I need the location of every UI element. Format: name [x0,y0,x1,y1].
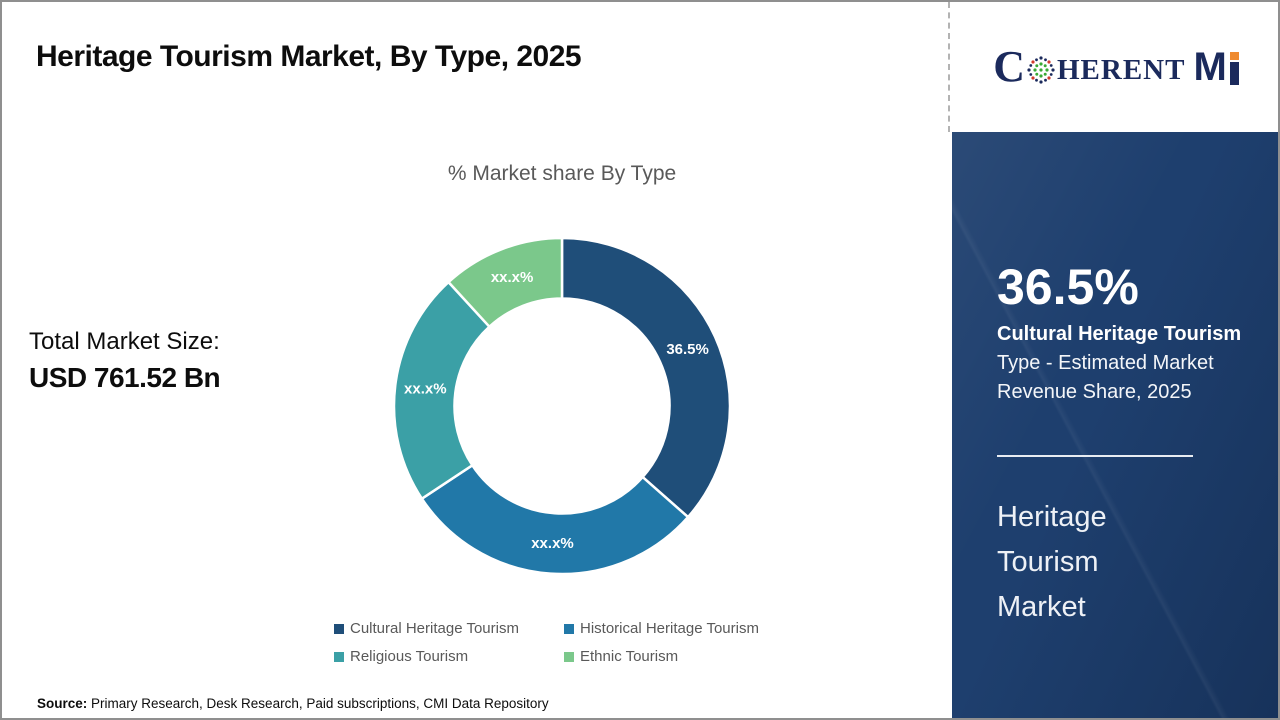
legend-swatch-icon [564,651,574,662]
legend-swatch-icon [334,623,344,634]
donut-chart-svg: 36.5% xx.x% xx.x% xx.x% [392,236,732,576]
sidebar-stat-description: Cultural Heritage Tourism Type - Estimat… [997,320,1259,407]
sidebar-stat-label-rest: Type - Estimated Market Revenue Share, 2… [997,352,1214,403]
globe-dots-icon [1027,56,1055,84]
source-text: Primary Research, Desk Research, Paid su… [87,696,549,711]
legend-item: Ethnic Tourism [564,648,759,665]
header-dashed-divider [948,2,950,132]
logo-letter-m: M [1193,45,1226,89]
legend-label: Historical Heritage Tourism [580,620,759,637]
sidebar-market-name: Heritage Tourism Market [997,495,1260,630]
sidebar-divider-line [997,455,1193,457]
legend-item: Cultural Heritage Tourism [334,620,564,637]
coherentmi-logo: C HERENT M [993,42,1239,91]
legend-label: Cultural Heritage Tourism [350,620,519,637]
market-name-line-1: Heritage [997,501,1107,533]
logo-letter-c: C [993,42,1025,91]
chart-title: % Market share By Type [447,162,677,185]
chart-legend: Cultural Heritage Tourism Historical Heri… [334,620,759,665]
donut-slice [447,236,564,328]
slice-label: xx.x% [491,269,534,286]
logo-area: C HERENT M [952,2,1278,132]
slice-label: 36.5% [666,341,709,358]
donut-slice [420,464,690,576]
legend-swatch-icon [564,623,574,634]
legend-swatch-icon [334,651,344,662]
sidebar-panel: 36.5% Cultural Heritage Tourism Type - E… [952,132,1278,718]
total-market-size-block: Total Market Size: USD 761.52 Bn [29,328,221,394]
donut-slice [560,236,732,519]
legend-label: Religious Tourism [350,648,469,665]
slice-label: xx.x% [404,381,447,398]
market-name-line-2: Tourism [997,546,1099,578]
legend-item: Religious Tourism [334,648,564,665]
logo-letter-i-bar [1229,52,1239,85]
total-market-size-label: Total Market Size: [29,328,220,355]
donut-chart: 36.5% xx.x% xx.x% xx.x% [390,234,734,578]
legend-label: Ethnic Tourism [580,648,679,665]
page-title: Heritage Tourism Market, By Type, 2025 [36,40,582,73]
legend-item: Historical Heritage Tourism [564,620,759,637]
logo-letters-herent: HERENT [1056,54,1186,86]
source-line: Source: Primary Research, Desk Research,… [37,696,549,711]
source-label: Source: [37,696,88,711]
sidebar-stat-segment-name: Cultural Heritage Tourism [997,323,1242,345]
slice-label: xx.x% [531,535,574,552]
total-market-size-value: USD 761.52 Bn [29,362,221,393]
sidebar-stat-value: 36.5% [997,259,1139,315]
market-name-line-3: Market [997,591,1086,623]
